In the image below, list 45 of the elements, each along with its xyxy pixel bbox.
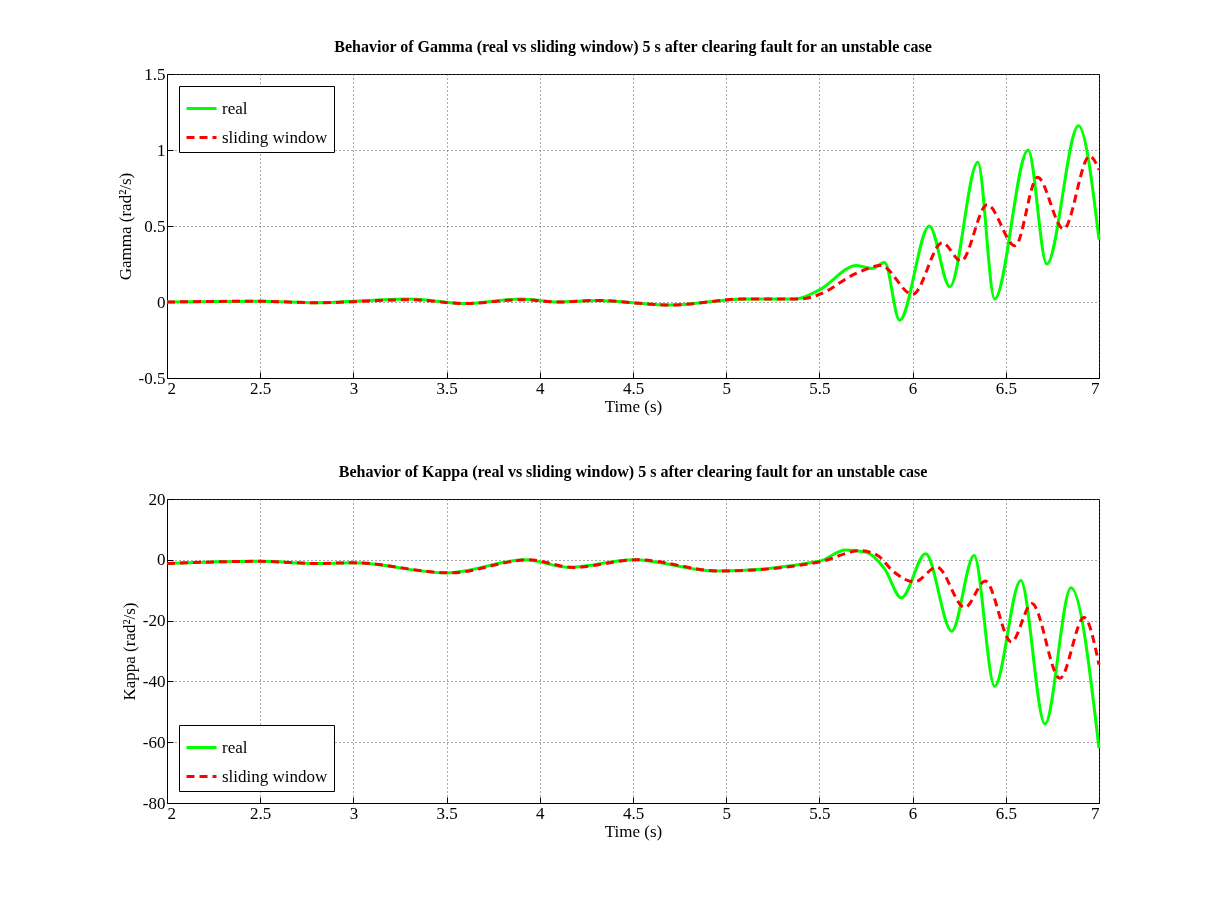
line-series [165, 154, 1101, 307]
legend-label: real [222, 737, 248, 757]
y-tick-label: -60 [142, 732, 166, 752]
x-tick-label: 5.5 [809, 803, 831, 823]
x-tick-label: 6.5 [995, 803, 1017, 823]
x-tick-label: 5 [722, 378, 731, 398]
x-axis-title: Time (s) [604, 396, 663, 416]
x-tick-label: 4.5 [622, 378, 645, 398]
x-tick-label: 3.5 [436, 378, 458, 398]
y-axis-title: Gamma (rad²/s) [115, 172, 135, 281]
y-tick-label: -0.5 [138, 368, 166, 388]
x-tick-label: 2 [167, 803, 176, 823]
x-tick-label: 3 [349, 378, 359, 398]
line-series [165, 549, 1101, 680]
y-tick-label: 1.5 [144, 64, 166, 84]
legend-label: sliding window [222, 766, 329, 786]
x-tick-label: 3.5 [436, 803, 458, 823]
x-tick-label: 4 [536, 803, 546, 823]
y-tick-label: 1 [157, 140, 166, 160]
y-tick-label: -40 [142, 671, 166, 691]
chart-title: Behavior of Kappa (real vs sliding window) 5 s after clearing fault for an unstable case [338, 463, 928, 481]
y-tick-label: 20 [148, 489, 166, 509]
chart-title: Behavior of Gamma (real vs sliding window) 5 s after clearing fault for an unstable case [334, 38, 932, 56]
y-tick-label: -20 [142, 611, 166, 631]
x-tick-label: 2 [167, 378, 176, 398]
x-tick-label: 6.5 [995, 378, 1017, 398]
legend-label: sliding window [222, 127, 329, 147]
y-tick-label: 0 [157, 292, 166, 312]
x-tick-label: 6 [908, 378, 918, 398]
x-tick-label: 2.5 [250, 803, 272, 823]
x-tick-label: 6 [908, 803, 918, 823]
x-axis-title: Time (s) [604, 821, 663, 841]
x-tick-label: 3 [349, 803, 359, 823]
y-tick-label: 0.5 [144, 216, 166, 236]
y-tick-label: 0 [157, 550, 166, 570]
y-tick-label: -80 [142, 793, 166, 813]
y-axis-title: Kappa (rad²/s) [119, 602, 139, 701]
x-tick-label: 5 [722, 803, 731, 823]
x-tick-label: 5.5 [809, 378, 831, 398]
x-tick-label: 2.5 [250, 378, 272, 398]
x-tick-label: 4 [536, 378, 546, 398]
x-tick-label: 4.5 [622, 803, 645, 823]
legend-label: real [222, 98, 248, 118]
x-tick-label: 7 [1091, 378, 1100, 398]
x-tick-label: 7 [1091, 803, 1100, 823]
